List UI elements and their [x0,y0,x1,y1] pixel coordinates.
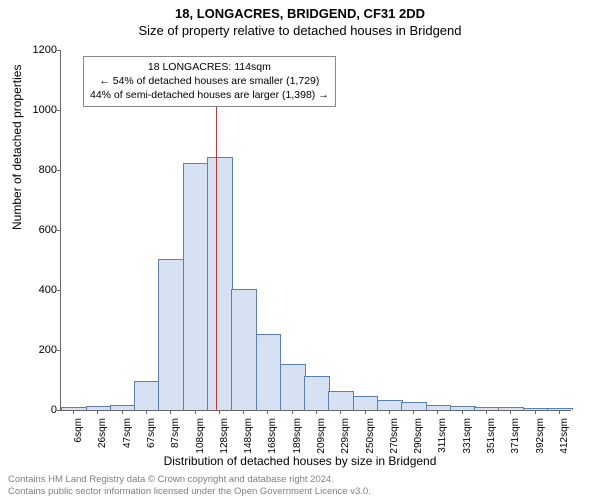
x-tick-label: 128sqm [219,418,230,458]
x-tick-label: 229sqm [340,418,351,458]
x-tick-label: 250sqm [365,418,376,458]
x-tick-mark [267,410,268,414]
x-tick-label: 189sqm [292,418,303,458]
x-tick-mark [73,410,74,414]
y-tick-mark [57,110,61,111]
x-tick-mark [462,410,463,414]
x-tick-label: 270sqm [389,418,400,458]
x-tick-label: 371sqm [510,418,521,458]
annotation-line: ← 54% of detached houses are smaller (1,… [90,74,329,88]
y-tick-label: 0 [17,404,57,416]
y-tick-mark [57,50,61,51]
histogram-bar [401,402,427,411]
histogram-bar [256,334,282,410]
x-tick-label: 331sqm [462,418,473,458]
x-tick-label: 148sqm [243,418,254,458]
x-tick-label: 168sqm [267,418,278,458]
x-tick-mark [389,410,390,414]
x-tick-mark [510,410,511,414]
histogram-bar [183,163,209,410]
histogram-bar [377,400,403,410]
x-tick-label: 351sqm [486,418,497,458]
x-tick-mark [219,410,220,414]
y-tick-label: 800 [17,164,57,176]
y-tick-mark [57,350,61,351]
x-tick-mark [559,410,560,414]
x-tick-label: 26sqm [97,418,108,458]
annotation-line: 44% of semi-detached houses are larger (… [90,88,329,102]
x-tick-mark [146,410,147,414]
histogram-bar [304,376,330,410]
plot-region: 0200400600800100012006sqm26sqm47sqm67sqm… [60,50,571,411]
x-tick-label: 6sqm [73,418,84,458]
y-tick-mark [57,290,61,291]
footer-attribution: Contains HM Land Registry data © Crown c… [8,474,592,498]
x-tick-mark [292,410,293,414]
chart-container: 18, LONGACRES, BRIDGEND, CF31 2DD Size o… [0,0,600,500]
x-tick-mark [170,410,171,414]
reference-line [216,90,217,410]
x-tick-label: 311sqm [437,418,448,458]
histogram-bar [110,405,136,411]
x-tick-mark [97,410,98,414]
x-tick-mark [486,410,487,414]
histogram-bar [280,364,306,410]
y-tick-label: 200 [17,344,57,356]
x-tick-label: 209sqm [316,418,327,458]
x-axis-label: Distribution of detached houses by size … [0,454,600,468]
y-tick-label: 400 [17,284,57,296]
x-tick-label: 412sqm [559,418,570,458]
x-tick-mark [535,410,536,414]
x-tick-mark [437,410,438,414]
y-tick-mark [57,230,61,231]
chart-title-address: 18, LONGACRES, BRIDGEND, CF31 2DD [0,0,600,21]
footer-line2: Contains public sector information licen… [8,486,592,498]
x-tick-mark [243,410,244,414]
y-tick-mark [57,410,61,411]
histogram-bar [450,406,476,410]
histogram-bar [134,381,160,411]
histogram-bar [547,408,573,410]
y-tick-label: 1200 [17,44,57,56]
x-tick-mark [365,410,366,414]
histogram-bar [207,157,233,410]
y-axis-label: Number of detached properties [10,65,24,230]
histogram-bar [353,396,379,411]
chart-subtitle: Size of property relative to detached ho… [0,21,600,38]
x-tick-mark [122,410,123,414]
y-tick-mark [57,170,61,171]
x-tick-mark [316,410,317,414]
footer-line1: Contains HM Land Registry data © Crown c… [8,474,592,486]
y-tick-label: 600 [17,224,57,236]
x-tick-mark [340,410,341,414]
y-tick-label: 1000 [17,104,57,116]
histogram-bar [231,289,257,410]
x-tick-label: 67sqm [146,418,157,458]
x-tick-label: 290sqm [413,418,424,458]
histogram-bar [158,259,184,410]
annotation-box: 18 LONGACRES: 114sqm← 54% of detached ho… [83,56,336,107]
annotation-line: 18 LONGACRES: 114sqm [90,60,329,74]
x-tick-label: 47sqm [122,418,133,458]
x-tick-label: 87sqm [170,418,181,458]
x-tick-mark [195,410,196,414]
histogram-bar [328,391,354,410]
x-tick-label: 392sqm [535,418,546,458]
x-tick-mark [413,410,414,414]
chart-area: 0200400600800100012006sqm26sqm47sqm67sqm… [60,50,570,410]
x-tick-label: 108sqm [195,418,206,458]
